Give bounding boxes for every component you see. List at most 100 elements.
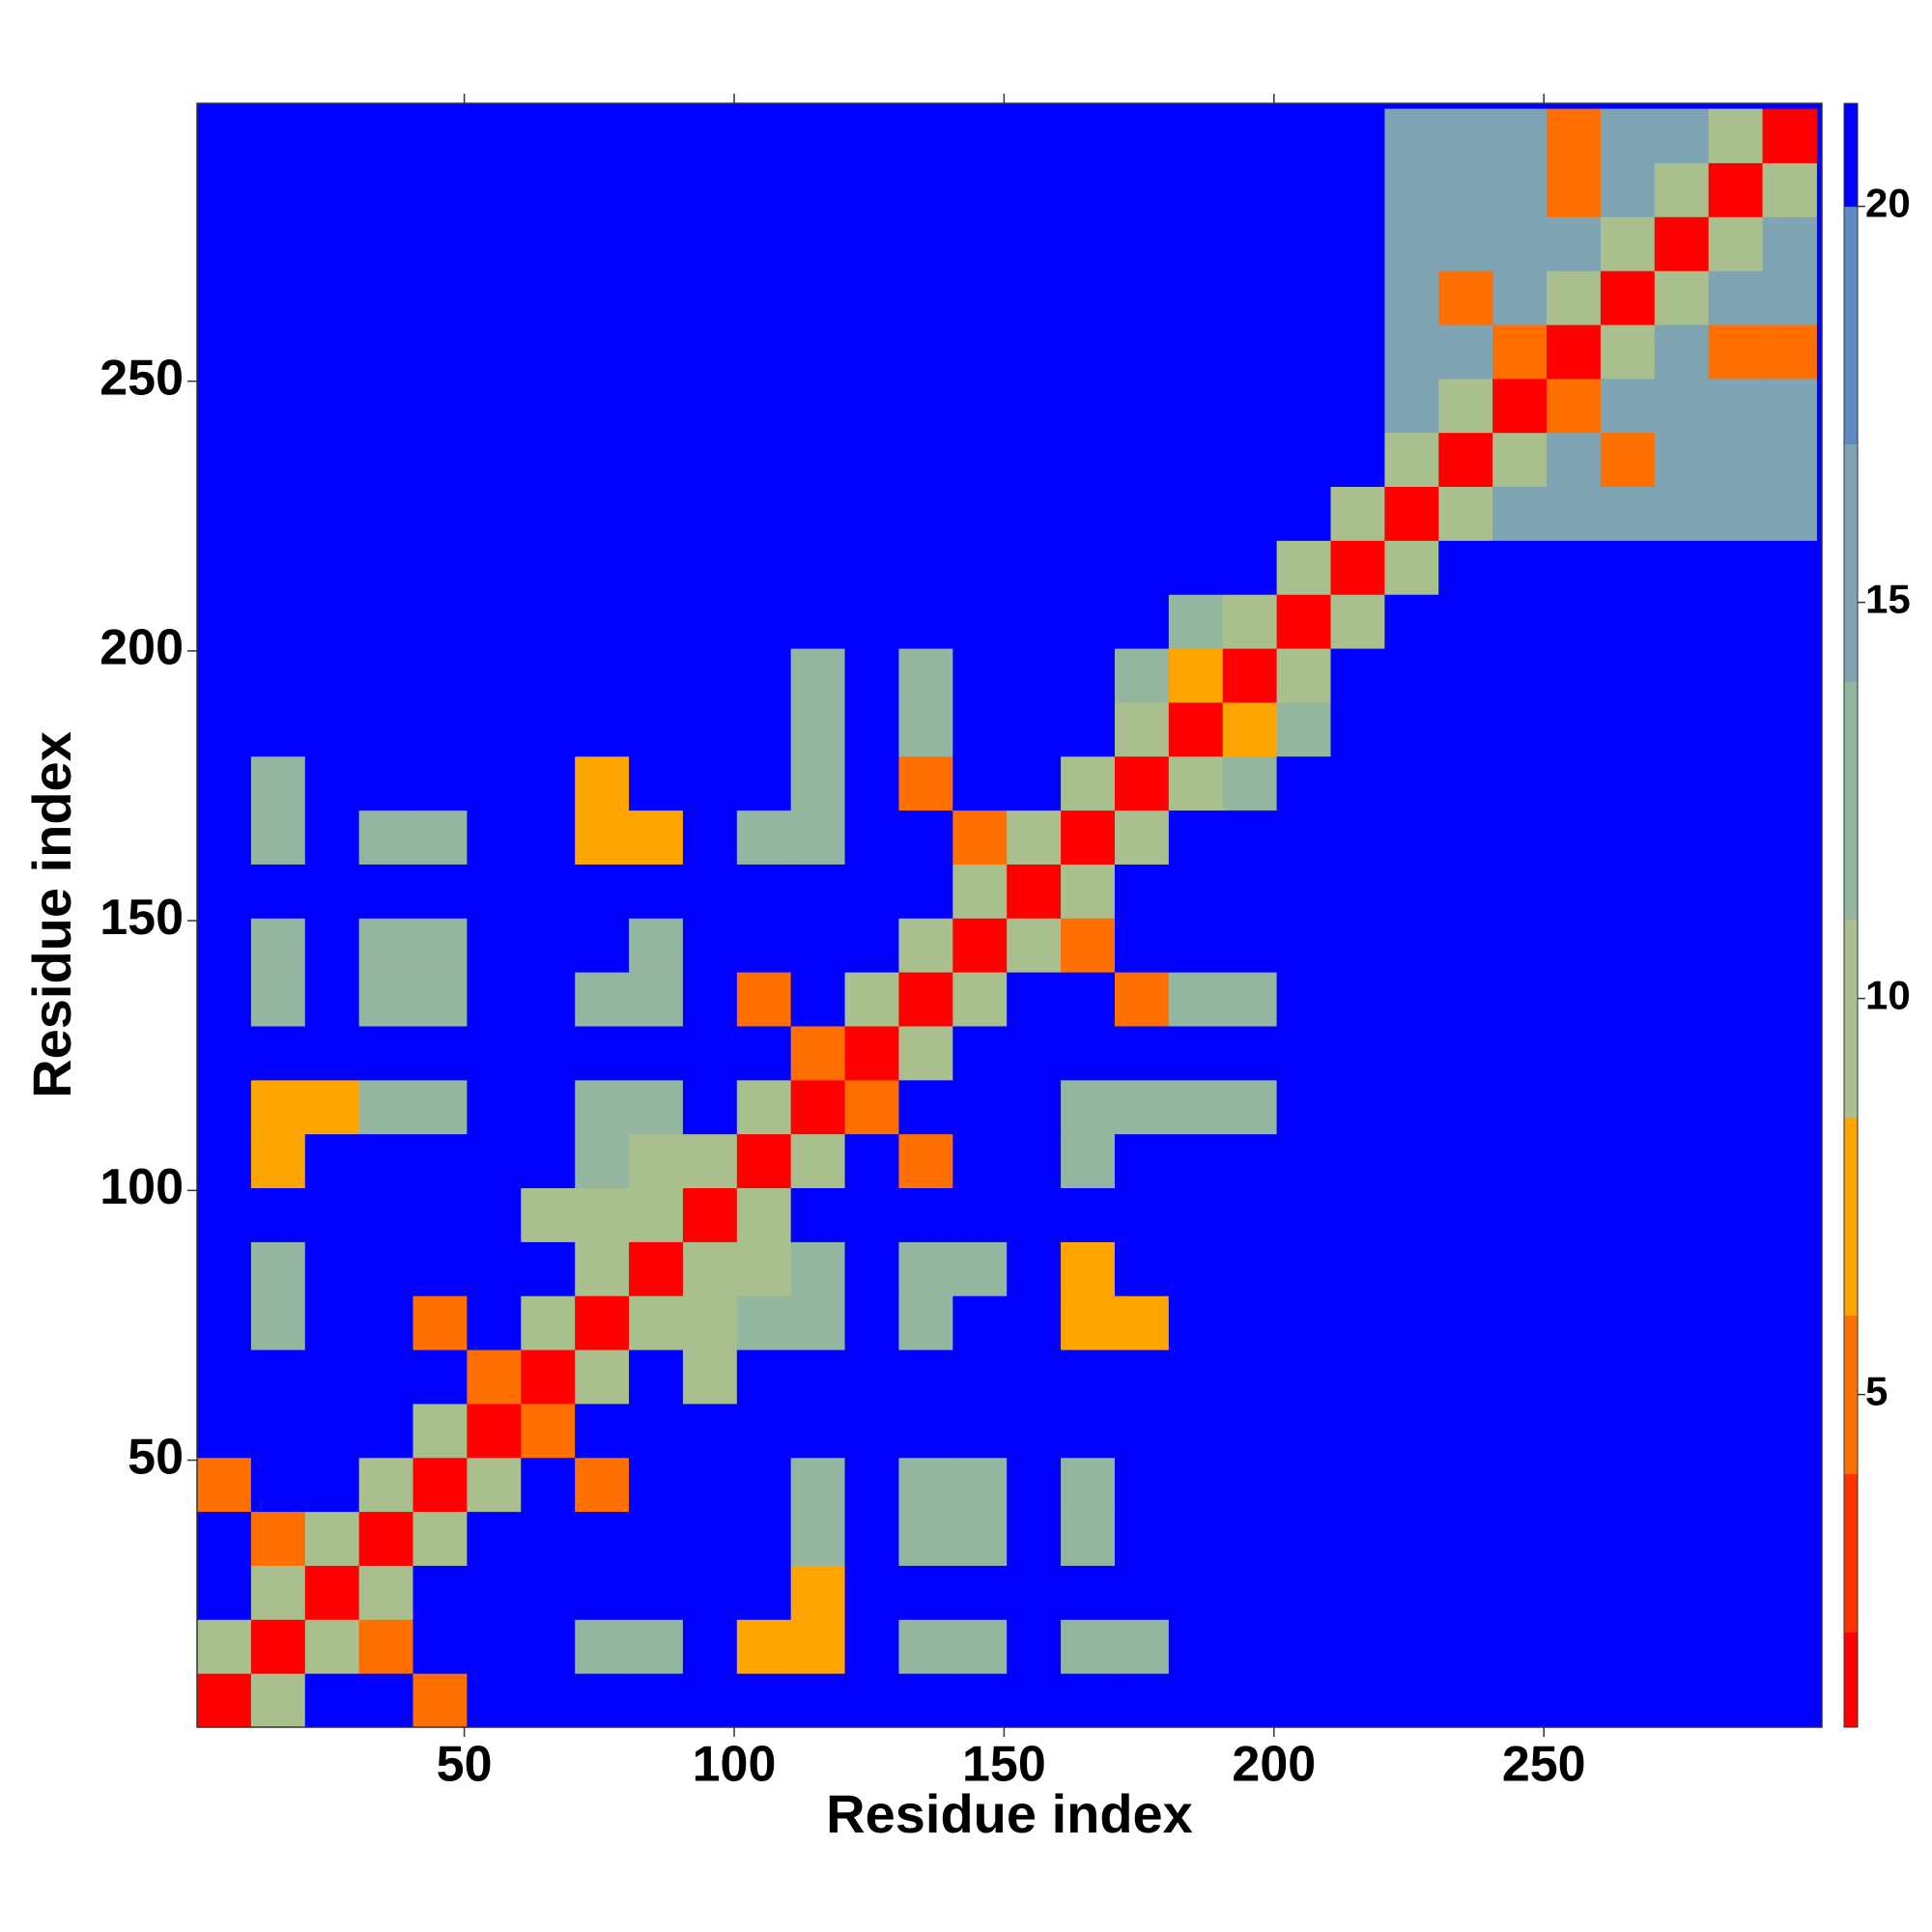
heatmap-cell (1276, 701, 1331, 757)
heatmap-cell (1061, 864, 1116, 919)
heatmap-cell (1762, 1403, 1817, 1459)
heatmap-cell (197, 648, 252, 703)
heatmap-cell (1654, 864, 1710, 919)
heatmap-cell (1168, 270, 1224, 326)
heatmap-cell (1762, 162, 1817, 217)
heatmap-cell (197, 1403, 252, 1459)
heatmap-cell (521, 972, 576, 1027)
heatmap-cell (790, 701, 846, 757)
heatmap-cell (1438, 1025, 1493, 1081)
heatmap-cell (1114, 324, 1170, 380)
heatmap-cell (1114, 701, 1170, 757)
heatmap-cell (304, 648, 360, 703)
heatmap-cell (250, 594, 306, 649)
x-tick-label: 200 (1232, 1737, 1316, 1793)
heatmap-cell (1222, 540, 1278, 595)
heatmap-cell (250, 1511, 306, 1566)
heatmap-cell (952, 972, 1008, 1027)
heatmap-cell (467, 594, 522, 649)
heatmap-cell (1438, 1350, 1493, 1405)
heatmap-cell (1168, 162, 1224, 217)
heatmap-cell (1114, 755, 1170, 811)
heatmap-cell (1547, 918, 1602, 973)
heatmap-cell (467, 864, 522, 919)
heatmap-cell (1330, 1619, 1385, 1674)
heatmap-cell (1222, 755, 1278, 811)
heatmap-cell (521, 918, 576, 973)
heatmap-cell (521, 1241, 576, 1296)
heatmap-cell (412, 1133, 468, 1189)
heatmap-cell (1114, 378, 1170, 434)
heatmap-cell (1061, 1457, 1116, 1513)
heatmap-cell (197, 1241, 252, 1296)
heatmap-cell (1547, 1025, 1602, 1081)
heatmap-cell (790, 1079, 846, 1135)
heatmap-cell (898, 216, 953, 271)
heatmap-cell (1168, 378, 1224, 434)
heatmap-cell (1600, 1187, 1656, 1242)
heatmap-cell (1762, 972, 1817, 1027)
heatmap-cell (1330, 1241, 1385, 1296)
heatmap-cell (197, 1079, 252, 1135)
heatmap-cell (1222, 594, 1278, 649)
heatmap-cell (844, 216, 899, 271)
heatmap-cell (736, 972, 792, 1027)
heatmap-cell (1384, 701, 1439, 757)
heatmap-cell (790, 648, 846, 703)
heatmap-cell (1492, 1511, 1548, 1566)
heatmap-cell (521, 1457, 576, 1513)
heatmap-cell (1061, 1511, 1116, 1566)
heatmap-cell (682, 108, 738, 163)
heatmap-cell (1762, 755, 1817, 811)
heatmap-cell (790, 540, 846, 595)
heatmap-cell (952, 918, 1008, 973)
heatmap-cell (1222, 1025, 1278, 1081)
heatmap-cell (682, 1241, 738, 1296)
x-tick-label: 250 (1502, 1737, 1586, 1793)
heatmap-cell (358, 1295, 414, 1350)
heatmap-cell (1654, 972, 1710, 1027)
heatmap-cell (1384, 1133, 1439, 1189)
colorbar-segment (1844, 443, 1858, 683)
heatmap-cell (358, 1241, 414, 1296)
heatmap-cell (1061, 162, 1116, 217)
heatmap-cell (1276, 1241, 1331, 1296)
heatmap-cell (575, 108, 630, 163)
heatmap-cell (1547, 216, 1602, 271)
heatmap-cell (358, 216, 414, 271)
heatmap-cell (412, 1241, 468, 1296)
heatmap-cell (1438, 432, 1493, 488)
heatmap-cell (1222, 701, 1278, 757)
heatmap-cell (1654, 1565, 1710, 1620)
heatmap-cell (682, 972, 738, 1027)
heatmap-cell (844, 648, 899, 703)
heatmap-cell (1061, 810, 1116, 865)
heatmap-cell (629, 1133, 684, 1189)
heatmap-cell (1114, 1457, 1170, 1513)
heatmap-cell (736, 1565, 792, 1620)
heatmap-cell (1384, 1565, 1439, 1620)
heatmap-cell (1114, 810, 1170, 865)
heatmap-cell (1492, 1133, 1548, 1189)
heatmap-cell (844, 1403, 899, 1459)
heatmap-cell (412, 540, 468, 595)
heatmap-cell (682, 1187, 738, 1242)
heatmap-cell (1007, 324, 1062, 380)
heatmap-cell (844, 1025, 899, 1081)
heatmap-cell (575, 378, 630, 434)
heatmap-cell (898, 1673, 953, 1728)
heatmap-cell (1600, 1079, 1656, 1135)
heatmap-cell (898, 378, 953, 434)
heatmap-cell (1654, 216, 1710, 271)
heatmap-cell (1654, 1350, 1710, 1405)
heatmap-cell (1547, 1187, 1602, 1242)
heatmap-cell (1600, 432, 1656, 488)
heatmap-cell (952, 864, 1008, 919)
heatmap-cell (1222, 324, 1278, 380)
heatmap-cell (952, 1295, 1008, 1350)
heatmap-cell (575, 1079, 630, 1135)
heatmap-cell (629, 1619, 684, 1674)
heatmap-cell (1384, 216, 1439, 271)
colorbar-segment (1844, 919, 1858, 1119)
colorbar-segment (1844, 1473, 1858, 1634)
